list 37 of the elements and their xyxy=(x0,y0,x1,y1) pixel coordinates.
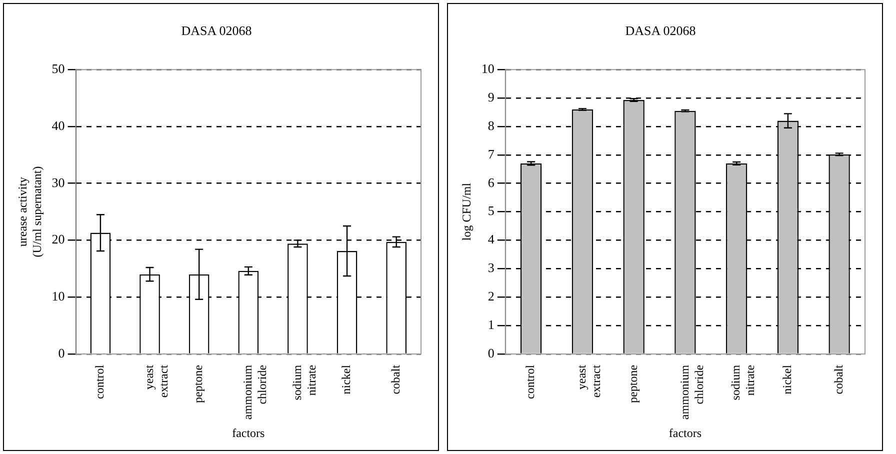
x-tick-label: yeast extract xyxy=(574,364,604,398)
y-tick-label: 40 xyxy=(52,118,65,133)
y-tick-label: 10 xyxy=(52,288,65,304)
y-tick-label: 30 xyxy=(52,174,65,190)
chart-title: DASA 02068 xyxy=(181,23,252,38)
x-tick-label: sodium nitrate xyxy=(290,364,318,400)
y-tick-label: 2 xyxy=(488,288,494,304)
x-tick-label: control xyxy=(92,364,107,399)
y-axis-title: log CFU/ml xyxy=(459,182,474,241)
x-tick-label: peptone xyxy=(191,364,206,403)
y-tick-label: 6 xyxy=(488,174,495,190)
y-axis-title: urease activity (U/ml supernatant) xyxy=(15,166,44,258)
x-axis-title: factors xyxy=(232,426,266,440)
y-tick-label: 50 xyxy=(52,61,65,76)
x-tick-label: nickel xyxy=(780,364,794,394)
x-tick-label: peptone xyxy=(626,364,640,403)
x-tick-label: ammonium chloride xyxy=(240,364,269,420)
y-tick-label: 8 xyxy=(488,118,494,133)
x-tick-label: cobalt xyxy=(388,364,402,394)
x-axis-title: factors xyxy=(668,426,702,440)
y-tick-label: 0 xyxy=(488,345,494,360)
y-tick-label: 9 xyxy=(488,89,494,104)
x-tick-label: sodium nitrate xyxy=(728,364,758,400)
y-tick-label: 1 xyxy=(488,316,494,332)
x-tick-label: cobalt xyxy=(831,364,846,394)
chart-title: DASA 02068 xyxy=(625,23,696,38)
y-tick-label: 7 xyxy=(488,146,495,162)
x-tick-label: nickel xyxy=(339,364,354,394)
y-tick-label: 5 xyxy=(488,203,494,218)
y-tick-label: 4 xyxy=(488,232,495,247)
y-tick-label: 10 xyxy=(481,61,494,76)
y-tick-label: 3 xyxy=(488,260,494,276)
x-tick-label: control xyxy=(523,364,538,399)
x-tick-label: ammonium chloride xyxy=(677,364,706,420)
y-tick-label: 0 xyxy=(58,345,65,360)
x-tick-label: yeast extract xyxy=(142,364,170,398)
y-tick-label: 20 xyxy=(52,232,65,247)
